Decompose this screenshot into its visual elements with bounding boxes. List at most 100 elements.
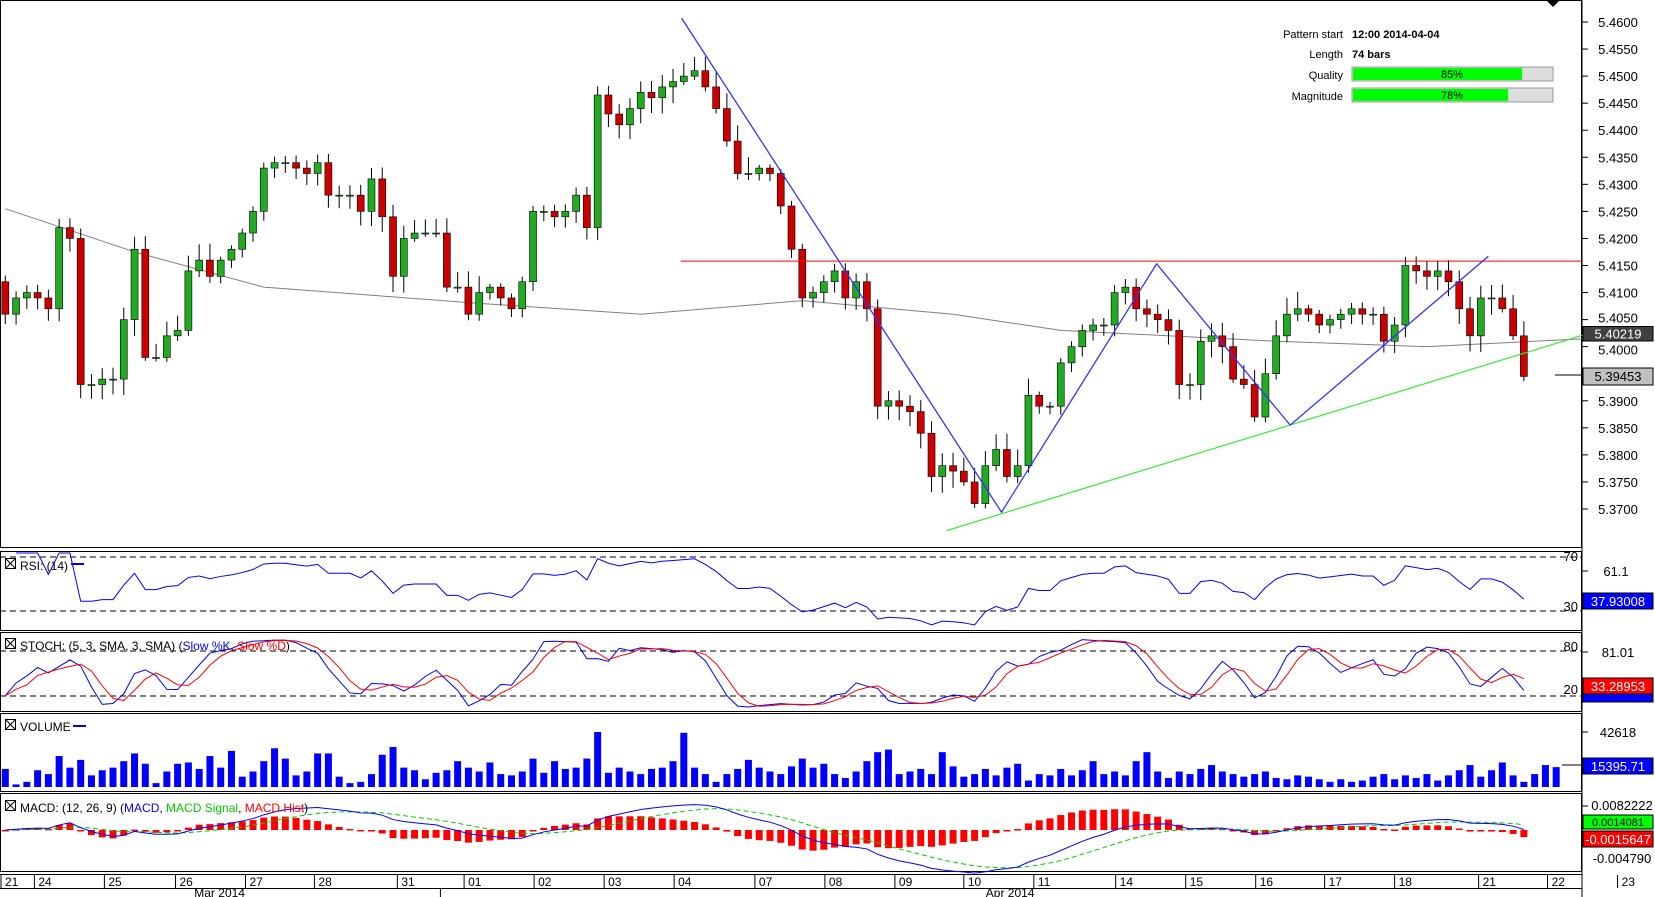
candle (1423, 261, 1431, 290)
candle-body (701, 70, 710, 88)
candle-body (44, 297, 53, 310)
macd-hist-bar (432, 830, 440, 838)
macd-hist-bar (917, 830, 925, 847)
stoch-value: 33.28953 (1591, 679, 1645, 694)
candle (249, 206, 257, 242)
macd-hist-bar (238, 821, 246, 830)
macd-hist-bar (217, 823, 225, 830)
macd-hist-bar (766, 830, 774, 841)
date-label: 25 (108, 875, 122, 889)
candle-body (1476, 297, 1485, 337)
menu-dropdown-icon[interactable] (1546, 0, 1560, 7)
macd-hist-bar (1380, 828, 1388, 831)
macd-panel[interactable] (1, 804, 1528, 874)
candle (270, 156, 279, 178)
volume-bar (777, 774, 785, 787)
candle-body (1412, 265, 1420, 272)
candle-body (410, 232, 419, 239)
macd-hist-bar (454, 830, 462, 842)
candle-body (572, 194, 580, 212)
volume-bar (163, 771, 171, 787)
volume-bar (44, 774, 52, 787)
date-label: 15 (1190, 875, 1204, 889)
candle-body (1186, 384, 1194, 386)
volume-bar (712, 781, 720, 787)
candle (313, 154, 322, 186)
date-label: 04 (678, 875, 692, 889)
candle (410, 219, 419, 242)
date-label: 02 (538, 875, 552, 889)
candle (615, 104, 623, 139)
candle-body (680, 75, 688, 82)
rsi-panel[interactable] (0, 552, 1582, 626)
date-label: 21 (5, 875, 19, 889)
price-panel[interactable] (1, 17, 1593, 532)
candle (281, 156, 290, 174)
volume-bar (34, 770, 42, 787)
volume-bar (421, 779, 429, 787)
candle-body (992, 449, 1000, 467)
macd-hist-bar (744, 830, 752, 839)
candle (820, 275, 828, 303)
close-panel-icon[interactable] (5, 638, 16, 649)
macd-hist-bar (960, 830, 968, 842)
candle-body (303, 167, 311, 174)
candle (453, 271, 462, 293)
candle (389, 204, 397, 293)
candle (1509, 294, 1517, 341)
volume-bar (1423, 774, 1431, 787)
macd-hist-bar (777, 830, 785, 843)
close-panel-icon[interactable] (5, 719, 16, 730)
pattern-start-label: Pattern start (1283, 29, 1343, 41)
date-label: 03 (608, 875, 622, 889)
macd-hist-bar (1154, 816, 1162, 830)
candle (1336, 308, 1345, 329)
macd-tick-top: 0.0082222 (1591, 798, 1652, 813)
candle (1272, 320, 1280, 380)
macd-hist-bar (1455, 828, 1463, 831)
macd-hist-bar (981, 830, 989, 838)
macd-hist-bar (303, 819, 311, 830)
volume-bar (1068, 775, 1076, 787)
candle (98, 368, 107, 400)
candle (1520, 321, 1528, 382)
close-panel-icon[interactable] (5, 558, 16, 569)
price-tick-label: 5.4450 (1598, 96, 1638, 111)
length-value: 74 bars (1352, 49, 1391, 61)
volume-bar (949, 766, 957, 787)
volume-bar (109, 767, 117, 787)
volume-bar (1003, 767, 1011, 787)
macd-hist-bar (1208, 828, 1216, 830)
candle-body (561, 211, 570, 218)
stoch-panel[interactable] (0, 639, 1582, 708)
candle-body (1024, 395, 1033, 467)
candle-body (173, 330, 182, 337)
candle-body (1380, 313, 1388, 342)
volume-bar (992, 775, 1000, 787)
macd-hist-bar (1111, 809, 1119, 830)
volume-panel[interactable] (1, 732, 1560, 787)
volume-bar (98, 770, 106, 787)
volume-bar (475, 771, 483, 787)
volume-bar (1272, 777, 1280, 787)
close-panel-icon[interactable] (5, 800, 16, 811)
volume-bar (1014, 763, 1022, 787)
candle-body (496, 286, 505, 299)
macd-hist-bar (906, 830, 914, 847)
macd-hist-bar (411, 830, 419, 839)
macd-hist-bar (1078, 810, 1086, 830)
volume-bar (217, 767, 225, 787)
macd-hist-bar (658, 818, 666, 830)
macd-hist-bar (77, 830, 85, 832)
candle-body (916, 411, 925, 434)
macd-hist-bar (1132, 811, 1140, 830)
volume-bar (184, 762, 192, 787)
volume-bar (281, 758, 289, 787)
candle-body (238, 232, 247, 250)
candle-body (1347, 308, 1356, 315)
price-tick-label: 5.3850 (1598, 421, 1638, 436)
macd-hist-bar (475, 830, 483, 842)
rsi-line (16, 552, 1525, 626)
candle-body (787, 205, 796, 250)
